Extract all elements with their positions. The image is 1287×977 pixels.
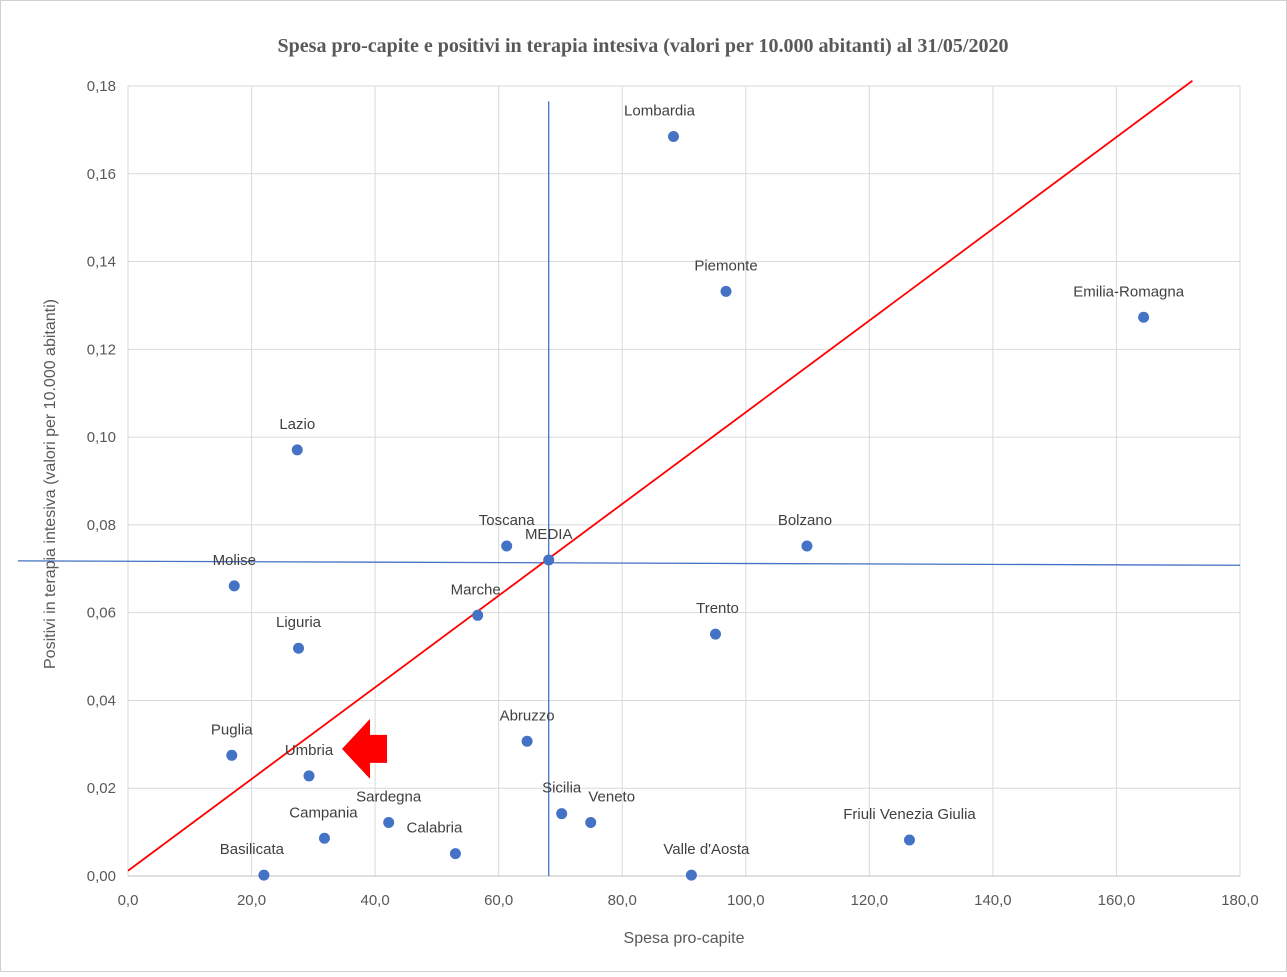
data-point: [667, 130, 679, 142]
annotations: [342, 718, 388, 779]
x-tick-label: 100,0: [727, 892, 765, 909]
data-point: [258, 869, 270, 881]
point-label: Molise: [213, 552, 256, 569]
data-point: [710, 628, 722, 640]
point-label: Lombardia: [624, 102, 696, 119]
y-tick-label: 0,18: [87, 78, 116, 95]
data-point: [303, 770, 315, 782]
point-label: Umbria: [285, 742, 334, 759]
y-tick-label: 0,10: [87, 429, 116, 446]
data-point: [1138, 311, 1150, 323]
mean-horizontal-line: [17, 560, 1241, 566]
trend-line: [127, 80, 1193, 872]
data-point: [501, 540, 513, 552]
data-point: [521, 735, 533, 747]
data-point: [293, 642, 305, 654]
data-point: [318, 832, 330, 844]
x-tick-label: 80,0: [608, 892, 637, 909]
point-label: Calabria: [406, 820, 463, 837]
data-point: [585, 816, 597, 828]
y-tick-label: 0,00: [87, 868, 116, 885]
x-tick-label: 180,0: [1221, 892, 1259, 909]
x-tick-label: 0,0: [118, 892, 139, 909]
data-point: [383, 816, 395, 828]
y-tick-label: 0,04: [87, 692, 116, 709]
y-tick-label: 0,16: [87, 166, 116, 183]
x-tick-label: 40,0: [361, 892, 390, 909]
point-label: Liguria: [276, 614, 322, 631]
y-tick-label: 0,02: [87, 780, 116, 797]
point-label: Puglia: [211, 721, 253, 738]
data-point: [556, 808, 568, 820]
x-tick-label: 20,0: [237, 892, 266, 909]
data-point: [903, 834, 915, 846]
point-label: Abruzzo: [500, 707, 555, 724]
y-axis-title: Positivi in terapia intesiva (valori per…: [42, 299, 59, 669]
chart-title: Spesa pro-capite e positivi in terapia i…: [278, 35, 1009, 57]
data-point: [449, 848, 461, 860]
tick-labels: 0,0 20,0 40,0 60,0 80,0 100,0 120,0 140,0 160,0 1…: [87, 78, 1259, 909]
y-tick-label: 0,14: [87, 254, 116, 271]
point-label: Valle d'Aosta: [663, 841, 750, 858]
y-tick-label: 0,06: [87, 605, 116, 622]
data-point: [291, 444, 303, 456]
gridlines: [127, 85, 1241, 877]
data-points: [226, 130, 1150, 881]
point-label: Emilia-Romagna: [1073, 283, 1185, 300]
x-tick-label: 60,0: [484, 892, 513, 909]
point-label: Toscana: [479, 512, 536, 529]
point-label: Lazio: [279, 416, 315, 433]
point-label: Sardegna: [356, 788, 422, 805]
point-label: MEDIA: [525, 526, 573, 543]
y-tick-label: 0,12: [87, 341, 116, 358]
data-point: [543, 554, 555, 566]
x-tick-label: 140,0: [974, 892, 1012, 909]
data-point: [226, 749, 238, 761]
x-tick-label: 160,0: [1098, 892, 1136, 909]
point-label: Campania: [289, 804, 358, 821]
data-point: [228, 580, 240, 592]
data-point: [472, 609, 484, 621]
reference-lines: [17, 80, 1241, 876]
point-label: Friuli Venezia Giulia: [843, 806, 976, 823]
point-label: Bolzano: [778, 512, 832, 529]
x-tick-label: 120,0: [851, 892, 889, 909]
highlight-arrow-icon: [342, 718, 388, 779]
point-label: Veneto: [588, 788, 635, 805]
data-point: [685, 869, 697, 881]
point-label: Marche: [451, 581, 501, 598]
data-point: [720, 285, 732, 297]
x-axis-title: Spesa pro-capite: [624, 930, 745, 947]
data-point: [801, 540, 813, 552]
y-tick-label: 0,08: [87, 517, 116, 534]
point-label: Piemonte: [694, 257, 757, 274]
point-label: Sicilia: [542, 780, 582, 797]
point-label: Trento: [696, 600, 739, 617]
point-labels: Lombardia Piemonte Emilia-Romagna Lazio Tosc…: [211, 102, 1185, 858]
point-label: Basilicata: [220, 841, 285, 858]
